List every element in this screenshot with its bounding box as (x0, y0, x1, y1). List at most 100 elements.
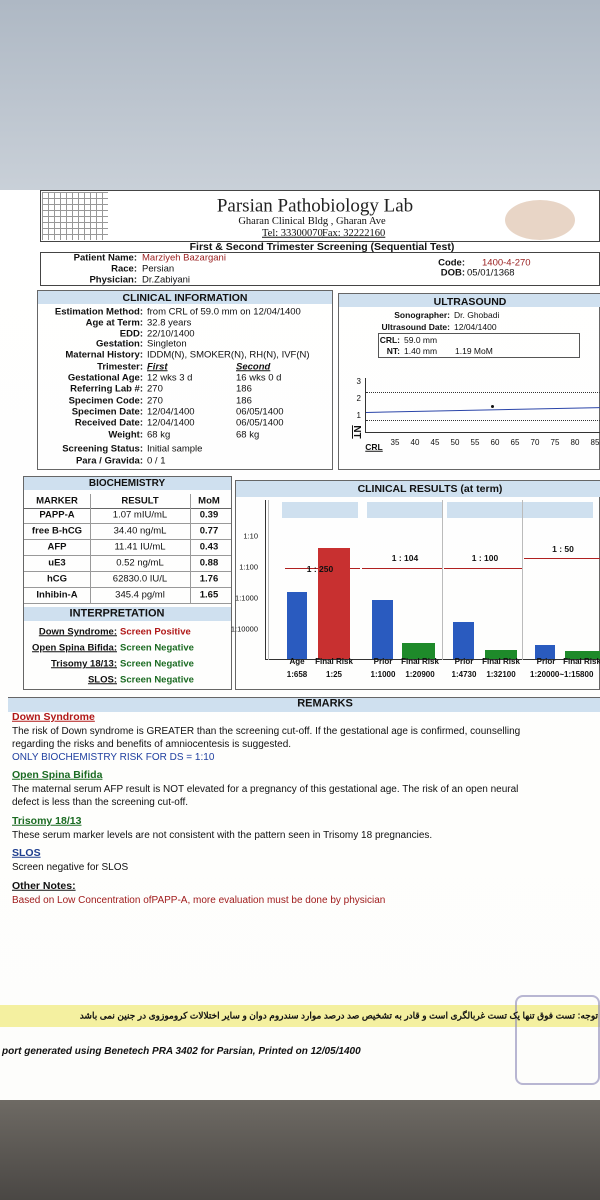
label: DOB: (440, 267, 465, 279)
notice: توجه: تست فوق تنها یک تست غربالگری است و… (79, 1010, 598, 1021)
table-rule (24, 523, 231, 524)
label: Estimation Method: (54, 306, 143, 318)
value: 32.8 years (147, 317, 192, 329)
rows: hCG (46, 573, 68, 585)
rows: AFP (47, 541, 67, 553)
label: Sonographer: (394, 309, 450, 320)
risk: 1:25 (325, 670, 343, 679)
scale: 1:10 (243, 531, 258, 541)
xticks: 65 (510, 438, 520, 447)
rows: 1.65 (199, 589, 219, 601)
risk: 1:20000~1:15800 (530, 670, 594, 679)
mom: 1.19 MoM (455, 345, 493, 356)
notice-strip (0, 1005, 600, 1027)
yticks: 2 (356, 394, 361, 403)
cutoff-line (524, 558, 600, 559)
subtitle: First & Second Trimester Screening (Sequ… (189, 240, 455, 253)
rows: 0.88 (199, 557, 219, 569)
label: Code: (438, 257, 465, 269)
first: 270 (147, 383, 163, 395)
rows: 0.43 (199, 541, 219, 553)
label: Open Spina Bifida: (32, 642, 117, 654)
label: Ultrasound Date: (381, 321, 450, 332)
generated: port generated using Benetech PRA 3402 f… (2, 1046, 361, 1057)
xticks: 50 (450, 438, 460, 447)
second: 68 kg (236, 429, 260, 441)
rows: Inhibin-A (36, 589, 78, 601)
column-header (367, 502, 443, 518)
columns: MoM (198, 495, 220, 507)
xticks: 85 (590, 438, 600, 447)
xticks: 45 (430, 438, 440, 447)
label: Patient Name: (73, 252, 137, 264)
rows: 1.76 (199, 573, 219, 585)
risk-bar (453, 622, 474, 659)
y-label: NT (351, 425, 362, 439)
cutoffs: 1 : 104 (391, 552, 419, 563)
rows: 0.39 (199, 509, 219, 521)
label: EDD: (119, 328, 143, 340)
label: CRL: (379, 334, 400, 345)
title: REMARKS (297, 697, 353, 710)
risk: 1:32100 (486, 670, 516, 679)
value: IDDM(N), SMOKER(N), RH(N), IVF(N) (147, 349, 310, 361)
second: 186 (236, 383, 252, 395)
label: Gestational Age: (67, 372, 143, 384)
first: 12 wks 3 d (147, 372, 193, 384)
scale: 1:10000 (230, 624, 258, 634)
reference-line (366, 392, 600, 393)
columns: MARKER (36, 495, 78, 507)
lines: The risk of Down syndrome is GREATER tha… (12, 726, 521, 737)
result: Screen Negative (120, 674, 194, 686)
rows: 34.40 ng/mL (113, 525, 167, 537)
rows: 345.4 pg/ml (115, 589, 165, 601)
first: 68 kg (147, 429, 171, 441)
value: Initial sample (147, 443, 203, 455)
y-axis (365, 378, 366, 432)
label: Trisomy 18/13: (50, 658, 117, 670)
label: Trimester: (97, 361, 143, 373)
rows: 62830.0 IU/L (112, 573, 168, 585)
label: Prior (373, 657, 393, 666)
label: Age (289, 657, 305, 666)
scale: 1:100 (239, 562, 258, 572)
lines: Screen negative for SLOS (12, 862, 129, 873)
cutoff-line (362, 568, 442, 569)
label: Race: (111, 263, 137, 275)
heading: Down Syndrome (12, 710, 95, 723)
lines: The maternal serum AFP result is NOT ele… (12, 784, 519, 795)
lines: These serum marker levels are not consis… (12, 830, 433, 841)
lines: ONLY BIOCHEMISTRY RISK FOR DS = 1:10 (12, 752, 215, 763)
result: Screen Negative (120, 642, 194, 654)
label: Received Date: (74, 417, 143, 429)
first: 270 (147, 395, 163, 407)
value: Dr.Zabiyani (142, 274, 191, 286)
label: SLOS: (87, 674, 117, 686)
xticks: 75 (550, 438, 560, 447)
table-rule (24, 571, 231, 572)
first: 12/04/1400 (147, 417, 195, 429)
baby-image (505, 200, 575, 240)
yticks: 3 (356, 377, 361, 386)
rows: 11.41 IU/mL (114, 541, 166, 553)
label: Down Syndrome: (38, 626, 117, 638)
rows: 0.52 ng/mL (116, 557, 164, 569)
label: Para / Gravida: (75, 455, 143, 467)
column-header (282, 502, 358, 518)
cutoff-line (444, 568, 522, 569)
result: Screen Positive (120, 626, 191, 638)
rows: uE3 (48, 557, 66, 569)
biochem-box (23, 476, 232, 690)
lines: Based on Low Concentration ofPAPP-A, mor… (12, 895, 386, 906)
label: Specimen Date: (71, 406, 143, 418)
column-divider (442, 500, 443, 660)
label: Prior (536, 657, 556, 666)
risk-bar (318, 548, 350, 659)
title-bar (38, 291, 332, 304)
risk-bar (565, 651, 600, 659)
xticks: 80 (570, 438, 580, 447)
title: CLINICAL RESULTS (at term) (357, 482, 503, 495)
tel: Tel: 33300070 (262, 227, 323, 239)
heading: Open Spina Bifida (12, 768, 103, 781)
